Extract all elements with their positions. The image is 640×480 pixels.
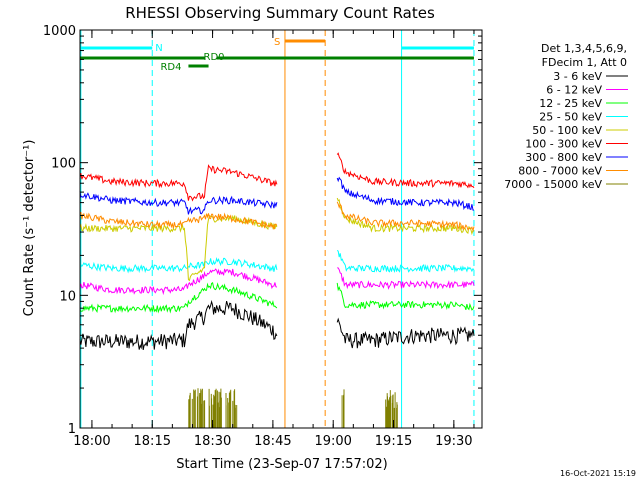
series-group [79, 152, 475, 428]
y-tick-label-10: 10 [59, 289, 76, 304]
y-tick-label-1000: 1000 [43, 24, 76, 39]
series-3-6-kev-pre [79, 299, 278, 350]
series-300-800-kev-post [336, 176, 475, 211]
legend-label-25-50-kev: 25 - 50 keV [539, 111, 602, 124]
series-12-25-kev-post [336, 282, 475, 311]
legend-label-12-25-kev: 12 - 25 keV [539, 97, 602, 110]
series-25-50-kev-pre [79, 257, 278, 274]
x-tick-label-19:30: 19:30 [435, 434, 472, 449]
series-3-6-kev-post [336, 317, 475, 349]
axes: 1 10 100 1000 18:00 18:15 18:30 18:45 19:00 19:15… [43, 24, 483, 449]
series-100-300-kev-post [336, 152, 475, 189]
x-tick-label-18:45: 18:45 [254, 434, 291, 449]
x-tick-label-18:00: 18:00 [73, 434, 110, 449]
x-tick-label-18:30: 18:30 [194, 434, 231, 449]
series-50-100-kev-post [336, 197, 475, 236]
series-100-300-kev-pre [79, 164, 278, 202]
series-12-25-kev-pre [79, 282, 278, 314]
series-800-7000-kev-pre [79, 211, 278, 230]
series-50-100-kev-pre [79, 213, 278, 282]
chart-title: RHESSI Observing Summary Count Rates [125, 4, 435, 22]
series-6-12-kev-pre [79, 268, 278, 296]
x-tick-label-18:15: 18:15 [134, 434, 171, 449]
series-25-50-kev-post [336, 250, 475, 274]
legend-label-50-100-kev: 50 - 100 keV [532, 124, 602, 137]
rd0-label: RD0 [204, 52, 225, 63]
y-tick-label-1: 1 [68, 422, 76, 437]
flag-lines: N S RD4 RD0 [79, 30, 475, 428]
legend-label-7000-15000-kev: 7000 - 15000 keV [504, 178, 602, 191]
legend-header-line-1: Det 1,3,4,5,6,9, [541, 42, 627, 55]
saa-label: S [274, 37, 280, 48]
x-tick-label-19:15: 19:15 [375, 434, 412, 449]
rd4-label: RD4 [160, 62, 181, 73]
footer-date: 16-Oct-2021 15:19 [560, 469, 636, 478]
series-6-12-kev-post [337, 267, 475, 290]
series-800-7000-kev-post [336, 201, 475, 233]
series-300-800-kev-pre [79, 191, 278, 215]
night-label: N [155, 43, 162, 54]
series-7000-15000-kev-spikes [188, 388, 398, 428]
legend-label-300-800-kev: 300 - 800 keV [525, 151, 602, 164]
y-axis-label: Count Rate (s⁻¹ detector⁻¹) [22, 140, 37, 317]
legend-label-3-6-kev: 3 - 6 keV [553, 70, 602, 83]
y-tick-label-100: 100 [51, 157, 76, 172]
legend-label-6-12-kev: 6 - 12 keV [546, 84, 602, 97]
legend-header-line-2: FDecim 1, Att 0 [542, 56, 627, 69]
x-axis-label: Start Time (23-Sep-07 17:57:02) [176, 457, 387, 472]
legend-label-100-300-kev: 100 - 300 keV [525, 138, 602, 151]
legend-label-800-7000-kev: 800 - 7000 keV [518, 165, 602, 178]
plot-frame [79, 29, 483, 429]
x-tick-label-19:00: 19:00 [314, 434, 351, 449]
